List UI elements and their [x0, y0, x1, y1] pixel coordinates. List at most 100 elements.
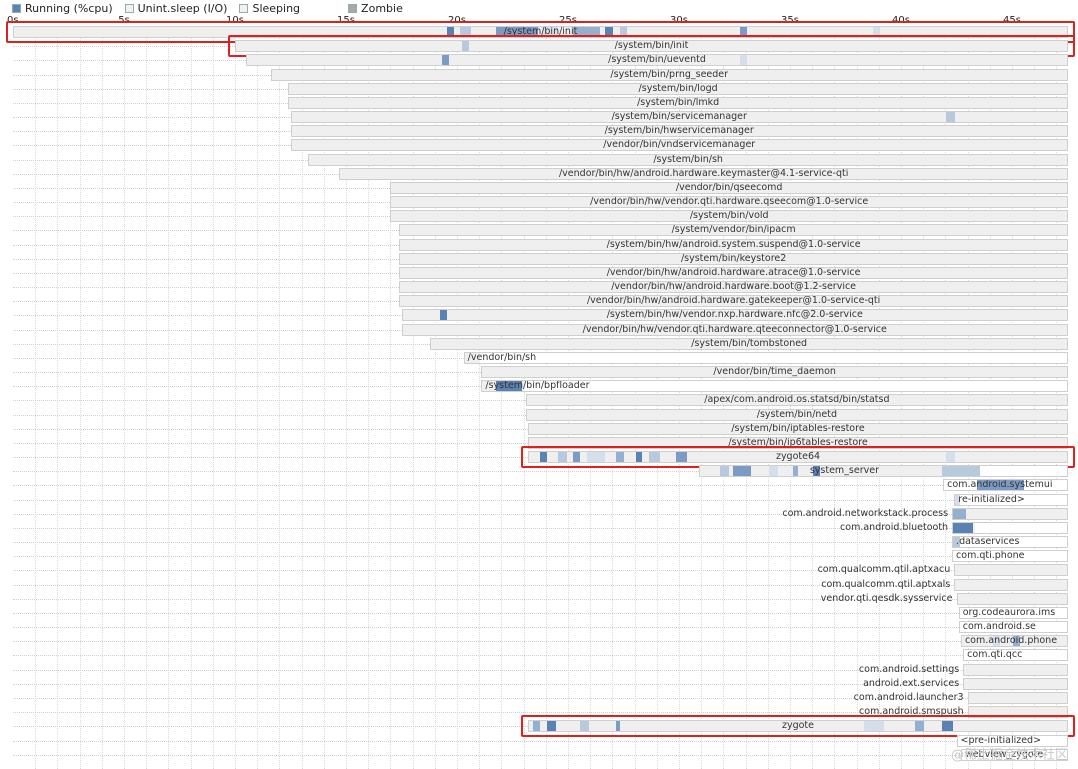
cpu-running-segment — [648, 452, 660, 463]
process-row[interactable]: /system/bin/hw/vendor.nxp.hardware.nfc@2… — [401, 309, 1068, 322]
process-row[interactable] — [963, 677, 1068, 690]
cpu-running-segment — [460, 27, 472, 37]
process-row[interactable]: /vendor/bin/hw/android.hardware.gatekeep… — [399, 295, 1068, 308]
process-row[interactable]: /system/bin/ip6tables-restore — [528, 436, 1068, 449]
process-row[interactable]: /vendor/bin/hw/android.hardware.boot@1.2… — [399, 281, 1068, 294]
process-row[interactable]: /system/bin/vold — [390, 210, 1068, 223]
process-name: /system/bin/bpfloader — [485, 380, 590, 392]
process-row[interactable]: org.codeaurora.ims — [958, 606, 1068, 619]
process-row[interactable]: /system/bin/bpfloader — [481, 380, 1068, 393]
cpu-running-segment — [446, 27, 454, 37]
axis-tick-label: 20s — [448, 15, 466, 26]
process-row[interactable]: zygote64 — [528, 451, 1068, 464]
process-row[interactable]: /system/bin/prng_seeder — [270, 68, 1068, 81]
legend-label: Unint.sleep (I/O) — [137, 1, 228, 15]
process-row[interactable]: /vendor/bin/sh — [463, 351, 1068, 364]
process-row[interactable]: /system/bin/sh — [308, 153, 1068, 166]
legend-swatch — [348, 3, 358, 13]
legend-swatch — [12, 3, 21, 13]
process-name: com.android.bluetooth — [840, 521, 949, 533]
grid-line — [523, 27, 525, 769]
process-row[interactable]: /vendor/bin/hw/android.hardware.atrace@1… — [399, 266, 1068, 279]
cpu-running-segment — [635, 452, 643, 463]
process-row[interactable]: /vendor/bin/qseecomd — [390, 181, 1068, 194]
process-row[interactable]: /apex/com.android.os.statsd/bin/statsd — [525, 394, 1068, 407]
row-guide — [13, 683, 964, 685]
cpu-running-segment — [1012, 636, 1020, 647]
process-row[interactable]: .dataservices — [952, 536, 1068, 549]
row-guide — [13, 442, 529, 444]
row-guide — [13, 357, 464, 359]
row-guide — [13, 584, 955, 586]
cpu-running-segment — [813, 466, 820, 477]
process-row[interactable] — [967, 691, 1068, 704]
process-row[interactable]: /system/bin/keystore2 — [399, 252, 1068, 265]
row-guide — [13, 542, 953, 544]
process-name: system_server — [809, 465, 879, 477]
cpu-running-segment — [573, 27, 601, 37]
process-row[interactable] — [954, 564, 1068, 577]
cpu-running-segment — [557, 452, 567, 463]
process-name: com.qti.qcc — [967, 649, 1023, 661]
row-guide — [13, 740, 957, 742]
cpu-running-segment — [739, 55, 747, 66]
process-row[interactable]: /vendor/bin/vndservicemanager — [290, 139, 1068, 152]
cpu-running-segment — [946, 112, 956, 123]
cpu-running-segment — [533, 721, 541, 732]
cpu-running-segment — [586, 452, 605, 463]
axis-tick-label: 0s — [7, 15, 19, 26]
process-row[interactable]: /vendor/bin/time_daemon — [481, 366, 1068, 379]
grid-line — [124, 27, 125, 769]
process-row[interactable]: /system/bin/hw/android.system.suspend@1.… — [399, 238, 1068, 251]
process-row[interactable]: re-initialized> — [954, 493, 1068, 506]
process-row[interactable]: /system/bin/hwservicemanager — [290, 125, 1068, 138]
process-row[interactable]: /vendor/bin/hw/vendor.qti.hardware.qseec… — [390, 196, 1068, 209]
process-row[interactable]: /system/bin/netd — [525, 408, 1068, 421]
process-row[interactable]: /system/vendor/bin/ipacm — [399, 224, 1068, 237]
legend-item: Sleeping — [239, 2, 300, 15]
process-row[interactable]: /vendor/bin/hw/vendor.qti.hardware.qteec… — [401, 323, 1068, 336]
process-row[interactable]: /system/bin/iptables-restore — [528, 422, 1068, 435]
process-row[interactable]: system_server — [698, 465, 1068, 478]
grid-line — [434, 27, 436, 769]
process-row[interactable]: webview_zygote — [960, 748, 1068, 761]
row-guide — [13, 46, 235, 48]
process-row[interactable] — [952, 521, 1068, 534]
process-row[interactable]: /system/bin/init — [235, 40, 1068, 53]
row-guide — [13, 244, 400, 246]
sleep-segment — [464, 352, 481, 363]
cpu-running-segment — [993, 636, 1000, 647]
process-row[interactable]: com.android.phone — [960, 635, 1068, 648]
process-row[interactable]: /system/bin/servicemanager — [290, 111, 1068, 124]
process-row[interactable]: /system/bin/ueventd — [246, 54, 1068, 67]
process-row[interactable]: com.android.systemui — [943, 479, 1068, 492]
process-row[interactable]: /system/bin/logd — [288, 82, 1068, 95]
process-row[interactable]: /system/bin/lmkd — [288, 96, 1068, 109]
process-row[interactable] — [954, 578, 1068, 591]
process-name: zygote64 — [775, 451, 821, 463]
process-row[interactable]: com.qti.qcc — [963, 649, 1068, 662]
row-guide — [13, 669, 964, 671]
grid-line — [35, 27, 37, 769]
process-row[interactable]: <pre-initialized> — [956, 734, 1068, 747]
cpu-running-segment — [495, 381, 523, 392]
process-row[interactable]: /system/bin/tombstoned — [430, 337, 1068, 350]
process-name: com.android.settings — [858, 663, 960, 675]
process-row[interactable]: /system/bin/init — [13, 26, 1068, 38]
process-row[interactable]: com.qti.phone — [952, 550, 1068, 563]
process-row[interactable] — [963, 663, 1068, 676]
row-guide — [13, 230, 400, 232]
process-row[interactable] — [952, 507, 1068, 520]
process-row[interactable]: zygote — [528, 720, 1068, 733]
process-row[interactable] — [956, 592, 1068, 605]
row-guide — [13, 88, 289, 90]
highlight-box — [521, 715, 1076, 738]
process-row[interactable] — [967, 706, 1068, 719]
process-row[interactable]: /vendor/bin/hw/android.hardware.keymaste… — [339, 167, 1068, 180]
process-row[interactable]: com.android.se — [958, 621, 1068, 634]
process-name: /system/bin/init — [503, 26, 578, 37]
grid-line — [457, 27, 458, 769]
process-name: .dataservices — [956, 536, 1020, 548]
cpu-running-segment — [719, 466, 729, 477]
